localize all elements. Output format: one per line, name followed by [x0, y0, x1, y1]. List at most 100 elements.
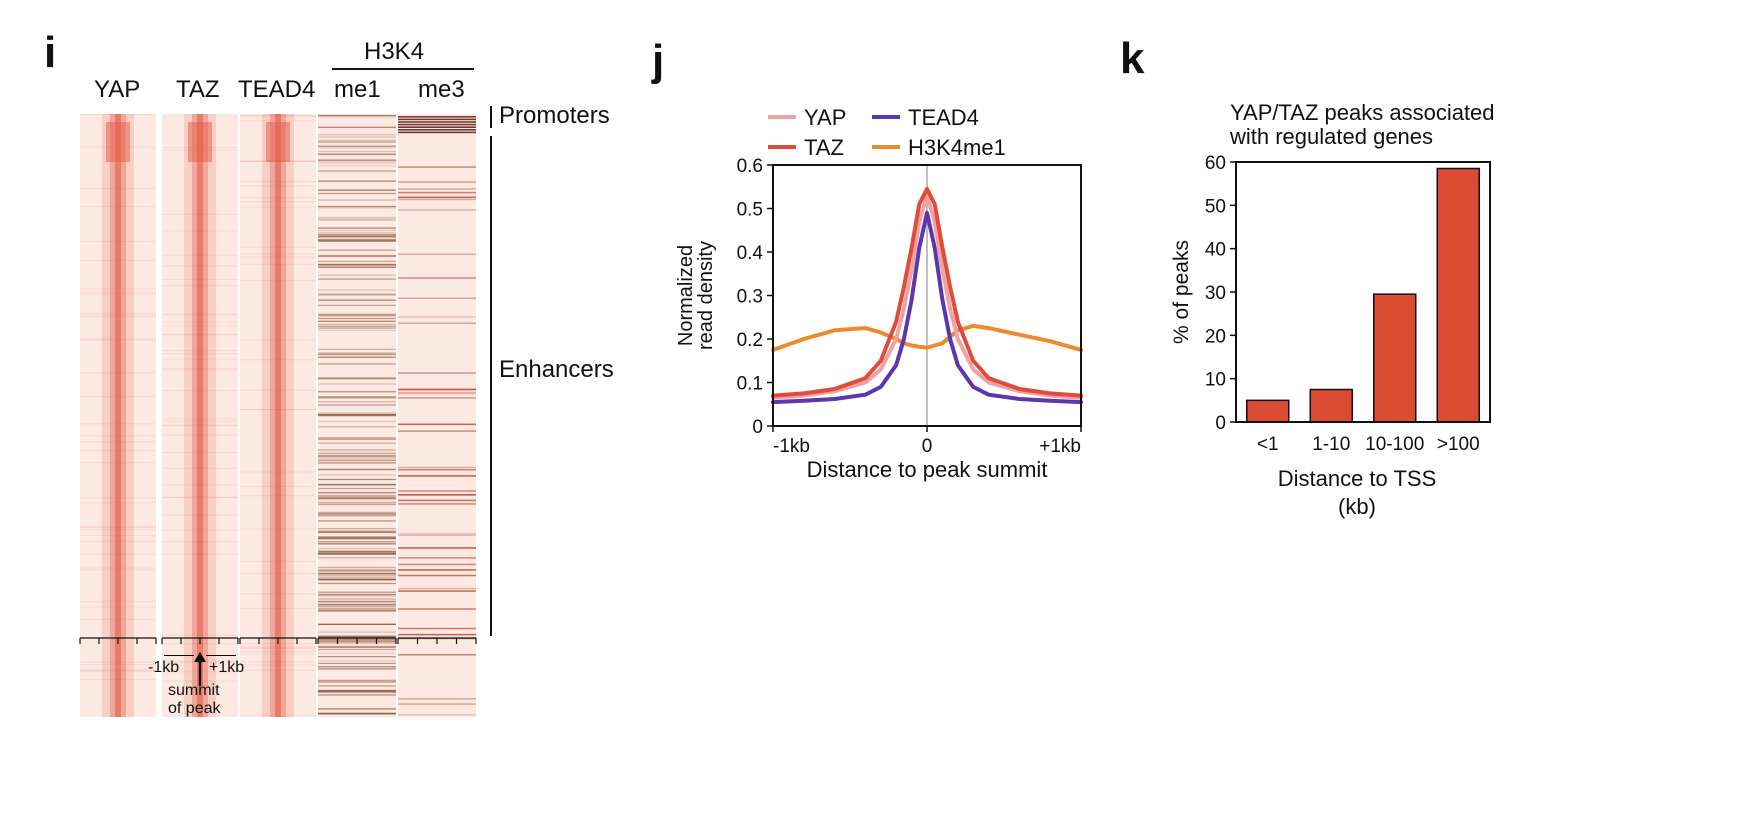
- heatmap-row: [240, 114, 316, 116]
- heatmap-row: [240, 160, 316, 162]
- heatmap-row: [318, 679, 396, 682]
- y-axis-label: % of peaks: [1170, 240, 1193, 344]
- heatmap-row: [318, 160, 396, 162]
- panel-label-i: i: [44, 28, 57, 77]
- heatmap-row: [318, 487, 396, 490]
- y-tick-label: 30: [1205, 283, 1226, 304]
- heatmap-taz: [162, 114, 238, 717]
- y-tick-label: 40: [1205, 240, 1226, 261]
- heatmap-row: [318, 515, 396, 517]
- heatmap-row: [398, 466, 476, 469]
- heatmap-row: [318, 667, 396, 670]
- y-axis-label-line2: read density: [695, 241, 717, 350]
- heatmap-row: [318, 205, 396, 208]
- heatmap-row: [162, 434, 238, 436]
- heatmap-row: [240, 159, 316, 161]
- heatmap-signal-core: [275, 114, 281, 717]
- heatmap-row: [80, 450, 156, 452]
- heatmap-row: [80, 497, 156, 499]
- heatmap-row: [398, 493, 476, 496]
- heatmap-row: [240, 651, 316, 653]
- x-axis-label-line2: (kb): [1338, 494, 1376, 519]
- heatmap-row: [398, 490, 476, 492]
- heatmap-row: [318, 541, 396, 543]
- heatmap-row: [162, 350, 238, 352]
- heatmap-row: [240, 664, 316, 666]
- heatmap-column-me3: me3: [418, 76, 465, 103]
- heatmap-row: [398, 590, 476, 592]
- heatmap-row: [398, 129, 476, 131]
- heatmap-row: [318, 216, 396, 219]
- heatmap-row: [398, 627, 476, 630]
- heatmap-row: [240, 593, 316, 595]
- x-axis-label: Distance to peak summit: [807, 457, 1048, 482]
- heatmap-row: [80, 338, 156, 340]
- heatmap-row: [318, 530, 396, 532]
- heatmap-row: [318, 141, 396, 143]
- heatmap-row: [162, 325, 238, 327]
- heatmap-row: [318, 593, 396, 596]
- heatmap-row: [318, 320, 396, 322]
- heatmap-row: [318, 692, 396, 694]
- heatmap-row: [318, 289, 396, 291]
- x-tick-label: +1kb: [1039, 436, 1081, 457]
- heatmap-row: [162, 321, 238, 323]
- heatmap-row: [318, 511, 396, 514]
- y-tick-label: 20: [1205, 326, 1226, 347]
- heatmap-row: [318, 454, 396, 457]
- heatmap-row: [240, 115, 316, 117]
- heatmap-row: [318, 323, 396, 326]
- heatmap-row: [80, 567, 156, 569]
- heatmap-row: [398, 188, 476, 190]
- heatmap-row: [318, 219, 396, 221]
- heatmap-row: [398, 499, 476, 502]
- heatmap-row: [240, 257, 316, 259]
- heatmap-row: [80, 312, 156, 314]
- heatmap-row: [398, 392, 476, 395]
- heatmap-row: [318, 134, 396, 136]
- heatmap-row: [318, 278, 396, 280]
- heatmap-row: [318, 116, 396, 118]
- heatmap-row: [80, 670, 156, 672]
- up-arrow-icon: [194, 652, 206, 686]
- heatmap-row: [80, 534, 156, 536]
- heatmap-row: [398, 533, 476, 535]
- x-tick-label: <1: [1257, 434, 1279, 455]
- heatmap-row: [398, 126, 476, 128]
- heatmap-row: [398, 475, 476, 477]
- heatmap-row: [80, 526, 156, 528]
- heatmap-row: [318, 570, 396, 572]
- heatmap-row: [162, 278, 238, 280]
- heatmap-row: [318, 553, 396, 555]
- promoters-bracket: [490, 106, 492, 128]
- heatmap-row: [80, 670, 156, 672]
- heatmap-row: [318, 294, 396, 296]
- heatmap-row: [318, 180, 396, 182]
- heatmap-row: [398, 297, 476, 299]
- heatmap-row: [318, 239, 396, 242]
- heatmap-row: [162, 420, 238, 422]
- heatmap-row: [398, 469, 476, 471]
- heatmap-row: [80, 114, 156, 116]
- heatmap-row: [162, 213, 238, 215]
- heatmap-row: [80, 600, 156, 602]
- heatmap-top-signal: [188, 122, 212, 162]
- x-tick-label: >100: [1437, 434, 1480, 455]
- heatmap-row: [318, 414, 396, 416]
- heatmap-row: [318, 538, 396, 540]
- heatmap-row: [162, 314, 238, 316]
- heatmap-row: [80, 669, 156, 671]
- heatmap-row: [318, 648, 396, 651]
- heatmap-row: [318, 462, 396, 464]
- heatmap-row: [318, 377, 396, 379]
- y-tick-label: 0.4: [737, 243, 764, 264]
- promoters-label: Promoters: [499, 102, 610, 129]
- heatmap-row: [318, 413, 396, 415]
- heatmap-row: [318, 356, 396, 358]
- heatmap-row: [162, 333, 238, 335]
- legend-label-h3k4me1: H3K4me1: [908, 135, 1006, 160]
- heatmap-row: [318, 145, 396, 147]
- heatmap-row: [240, 197, 316, 199]
- heatmap-row: [398, 557, 476, 559]
- heatmap-row: [318, 401, 396, 403]
